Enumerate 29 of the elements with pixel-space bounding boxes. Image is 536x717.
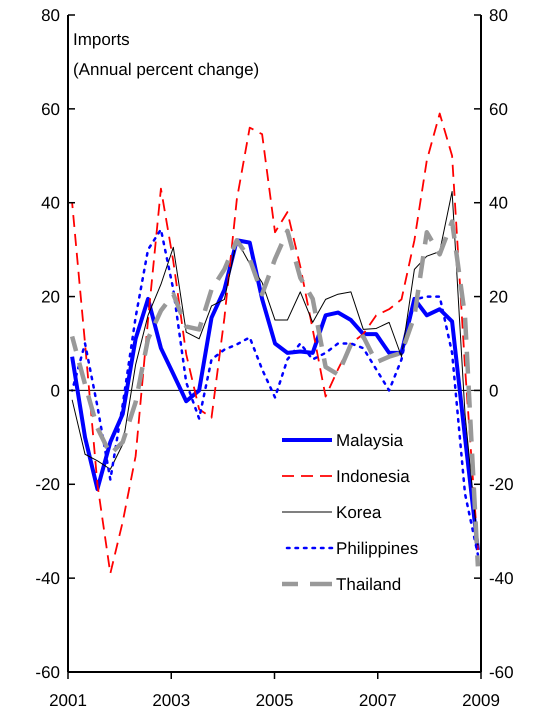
y2-tick-label: 0	[489, 381, 498, 400]
y2-tick-label: 40	[489, 194, 508, 213]
x-tick-label: 2005	[256, 691, 294, 710]
text: (Annual percent change)	[73, 60, 260, 79]
legend-label: Indonesia	[336, 466, 410, 486]
y2-tick-label: 60	[489, 100, 508, 119]
y-tick-label: 60	[41, 100, 60, 119]
legend-label: Thailand	[336, 574, 402, 594]
y2-tick-label: -20	[489, 475, 514, 494]
y-tick-label: 0	[50, 381, 60, 400]
y2-tick-label: -60	[489, 662, 514, 682]
y-tick-label: -20	[35, 475, 60, 494]
y2-tick-label: 80	[489, 6, 508, 25]
y2-tick-label: -40	[489, 569, 514, 588]
x-tick-label: 2003	[152, 691, 190, 710]
y-tick-label: -40	[35, 569, 60, 588]
y-tick-label: -60	[35, 662, 60, 682]
y-tick-label: 20	[41, 288, 60, 307]
x-tick-label: 2009	[462, 691, 500, 710]
legend-label: Philippines	[336, 538, 418, 558]
y-tick-label: 40	[41, 194, 60, 213]
x-tick-label: 2007	[358, 691, 397, 710]
y2-tick-label: 20	[489, 288, 508, 307]
legend-label: Korea	[336, 502, 382, 522]
line-series	[71, 112, 479, 574]
y-tick-label: 80	[41, 6, 60, 25]
x-tick-label: 2001	[49, 691, 87, 710]
legend-label: Malaysia	[336, 430, 404, 450]
text: Imports	[73, 30, 130, 49]
